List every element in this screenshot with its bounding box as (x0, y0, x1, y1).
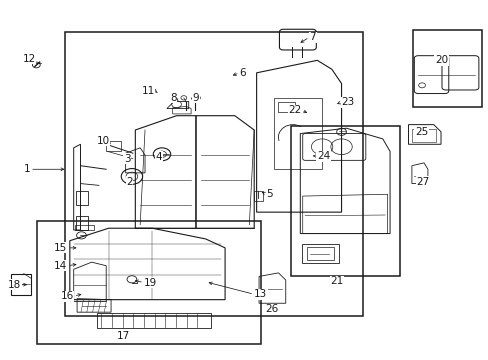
Bar (37, 221, 261, 343)
Text: 26: 26 (265, 304, 278, 314)
Text: 1: 1 (23, 164, 30, 174)
Text: 27: 27 (416, 177, 429, 187)
Text: 17: 17 (116, 332, 129, 342)
Text: 9: 9 (192, 93, 199, 103)
Text: 10: 10 (96, 136, 109, 146)
Bar (278, 102, 295, 112)
Text: 24: 24 (316, 151, 329, 161)
Text: 3: 3 (123, 154, 130, 163)
Text: 12: 12 (22, 54, 36, 64)
Text: 11: 11 (141, 86, 154, 96)
Bar (412, 30, 481, 107)
Bar (273, 98, 322, 169)
Bar (65, 32, 363, 316)
Text: 4: 4 (155, 152, 162, 162)
Text: 7: 7 (309, 32, 316, 42)
Text: 6: 6 (239, 68, 246, 78)
Text: 15: 15 (54, 243, 67, 253)
Text: 23: 23 (341, 97, 354, 107)
Bar (254, 191, 263, 202)
Text: 21: 21 (329, 276, 343, 286)
Bar (290, 126, 399, 276)
Text: 25: 25 (414, 127, 427, 137)
Text: 2: 2 (126, 177, 133, 187)
Text: 5: 5 (266, 189, 272, 199)
Text: 22: 22 (287, 105, 301, 115)
Text: 13: 13 (254, 289, 267, 299)
Text: 8: 8 (170, 93, 176, 103)
Text: 16: 16 (61, 291, 74, 301)
Text: 19: 19 (144, 278, 157, 288)
Text: 14: 14 (54, 261, 67, 271)
Text: 20: 20 (434, 55, 447, 65)
Text: 18: 18 (8, 280, 21, 290)
